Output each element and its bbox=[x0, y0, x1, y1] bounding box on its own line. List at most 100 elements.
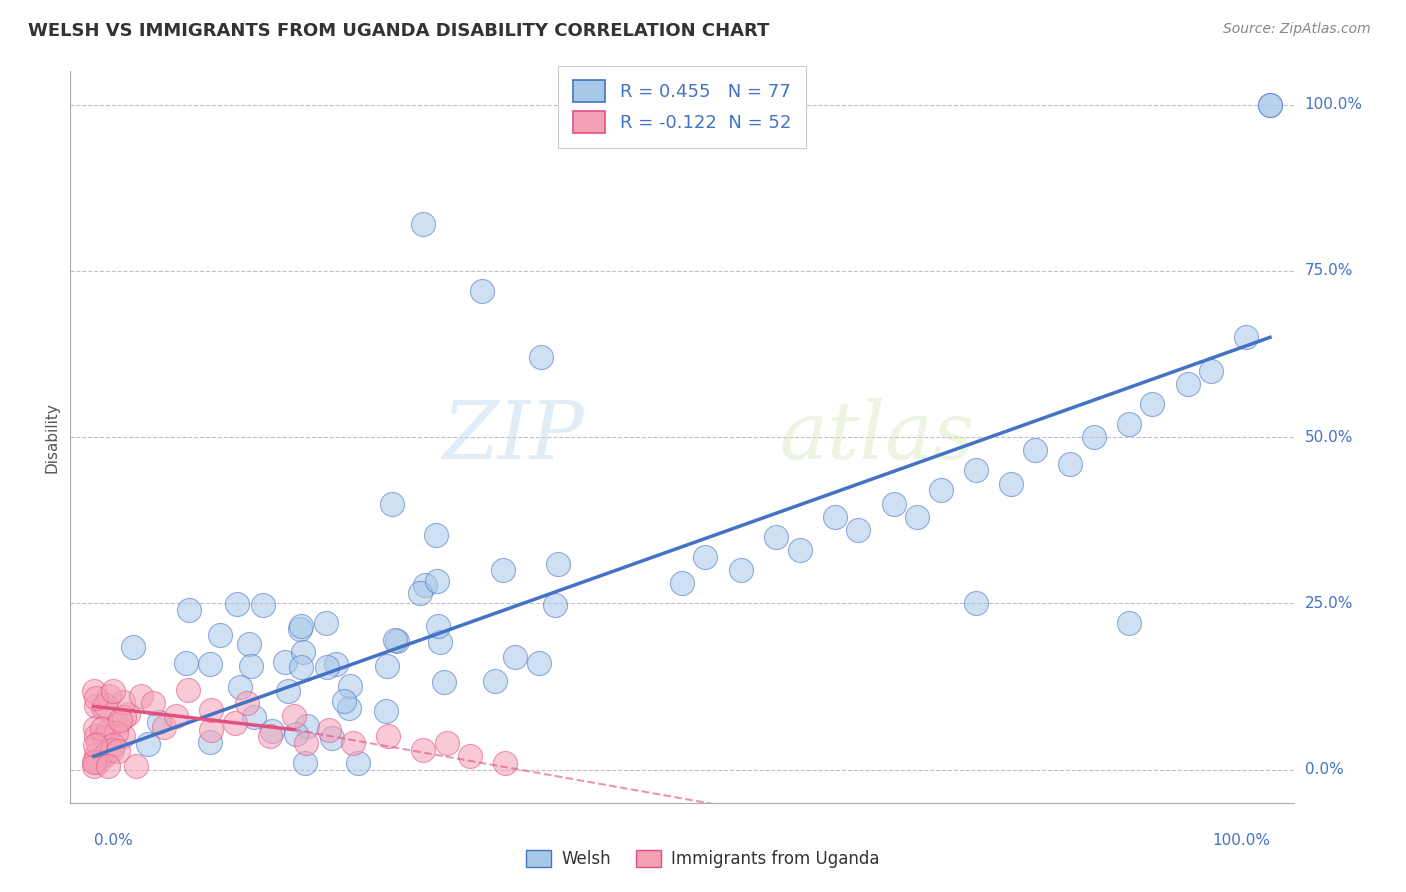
Point bbox=[235, 696, 257, 710]
Point bbox=[177, 682, 200, 697]
Point bbox=[377, 729, 399, 743]
Point bbox=[789, 543, 811, 558]
Point bbox=[290, 618, 312, 632]
Point bbox=[84, 739, 107, 753]
Point bbox=[1236, 330, 1258, 344]
Point bbox=[492, 563, 515, 577]
Point bbox=[846, 523, 869, 537]
Point bbox=[200, 657, 222, 671]
Y-axis label: Disability: Disability bbox=[44, 401, 59, 473]
Point bbox=[1059, 457, 1081, 471]
Point bbox=[112, 710, 135, 724]
Point bbox=[142, 696, 165, 710]
Point bbox=[333, 694, 356, 708]
Point bbox=[342, 736, 364, 750]
Point bbox=[284, 727, 307, 741]
Point bbox=[125, 758, 148, 772]
Point bbox=[965, 596, 987, 610]
Point bbox=[765, 530, 787, 544]
Point bbox=[153, 719, 176, 733]
Point bbox=[883, 497, 905, 511]
Point bbox=[107, 716, 129, 731]
Text: Source: ZipAtlas.com: Source: ZipAtlas.com bbox=[1223, 22, 1371, 37]
Point bbox=[425, 528, 447, 542]
Point bbox=[117, 706, 139, 721]
Point bbox=[87, 737, 110, 751]
Point bbox=[385, 634, 408, 648]
Point bbox=[198, 735, 221, 749]
Point bbox=[1024, 443, 1046, 458]
Point bbox=[240, 658, 263, 673]
Point bbox=[315, 616, 337, 631]
Point bbox=[339, 700, 361, 714]
Point bbox=[316, 660, 339, 674]
Point bbox=[224, 716, 246, 731]
Point bbox=[111, 729, 134, 743]
Text: 75.0%: 75.0% bbox=[1305, 263, 1353, 278]
Point bbox=[97, 724, 120, 739]
Point bbox=[1258, 97, 1281, 112]
Point bbox=[695, 549, 717, 564]
Point bbox=[433, 675, 456, 690]
Point bbox=[1118, 616, 1140, 631]
Legend: R = 0.455   N = 77, R = -0.122  N = 52: R = 0.455 N = 77, R = -0.122 N = 52 bbox=[558, 66, 806, 148]
Point bbox=[292, 645, 315, 659]
Point bbox=[259, 729, 281, 743]
Point bbox=[274, 656, 297, 670]
Text: WELSH VS IMMIGRANTS FROM UGANDA DISABILITY CORRELATION CHART: WELSH VS IMMIGRANTS FROM UGANDA DISABILI… bbox=[28, 22, 769, 40]
Point bbox=[290, 660, 312, 674]
Point bbox=[730, 563, 752, 577]
Point bbox=[83, 758, 105, 772]
Point bbox=[107, 743, 129, 757]
Point bbox=[148, 715, 170, 730]
Point bbox=[1118, 417, 1140, 431]
Point bbox=[283, 709, 305, 723]
Point bbox=[339, 679, 361, 693]
Point bbox=[174, 657, 197, 671]
Point bbox=[84, 755, 107, 769]
Point bbox=[84, 747, 107, 762]
Point bbox=[103, 738, 125, 752]
Point bbox=[409, 586, 432, 600]
Point bbox=[671, 576, 693, 591]
Point bbox=[321, 731, 343, 745]
Point bbox=[413, 577, 436, 591]
Point bbox=[295, 719, 318, 733]
Point bbox=[84, 699, 107, 714]
Point bbox=[1083, 430, 1105, 444]
Point bbox=[484, 673, 506, 688]
Point bbox=[527, 656, 550, 670]
Point bbox=[94, 747, 117, 762]
Text: 50.0%: 50.0% bbox=[1305, 430, 1353, 444]
Point bbox=[225, 597, 247, 611]
Point bbox=[426, 619, 449, 633]
Point bbox=[108, 713, 131, 727]
Point bbox=[98, 690, 121, 704]
Point bbox=[294, 736, 316, 750]
Point bbox=[94, 698, 117, 712]
Point bbox=[495, 756, 517, 770]
Point bbox=[129, 690, 152, 704]
Point bbox=[374, 704, 396, 718]
Point bbox=[93, 730, 115, 744]
Text: 100.0%: 100.0% bbox=[1212, 833, 1270, 848]
Point bbox=[83, 683, 105, 698]
Point bbox=[929, 483, 952, 498]
Point bbox=[200, 703, 222, 717]
Point bbox=[347, 756, 370, 770]
Point bbox=[294, 756, 316, 770]
Point bbox=[1000, 476, 1022, 491]
Point bbox=[471, 284, 494, 298]
Point bbox=[505, 649, 527, 664]
Point bbox=[1199, 363, 1222, 377]
Point bbox=[1177, 376, 1199, 391]
Point bbox=[101, 684, 124, 698]
Point bbox=[277, 684, 299, 698]
Text: 0.0%: 0.0% bbox=[94, 833, 132, 848]
Point bbox=[375, 658, 398, 673]
Point bbox=[252, 598, 274, 612]
Point bbox=[530, 351, 553, 365]
Point bbox=[100, 743, 122, 757]
Point bbox=[165, 709, 187, 723]
Point bbox=[91, 723, 114, 737]
